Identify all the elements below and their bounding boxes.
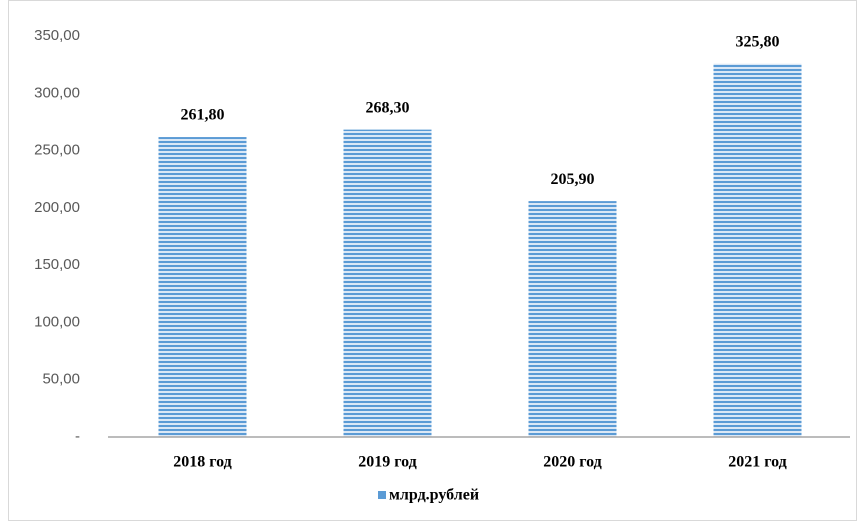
bar bbox=[528, 201, 617, 437]
x-tick-label: 2018 год bbox=[173, 454, 232, 471]
data-label: 261,80 bbox=[181, 107, 225, 124]
y-tick-label: 300,00 bbox=[34, 84, 80, 101]
y-tick-label: 250,00 bbox=[34, 142, 80, 159]
legend-label: млрд.рублей bbox=[389, 487, 479, 504]
x-tick-label: 2020 год bbox=[543, 454, 602, 471]
data-label: 205,90 bbox=[551, 171, 595, 188]
bar bbox=[158, 137, 247, 437]
y-tick-label: 150,00 bbox=[34, 256, 80, 273]
y-tick-label: 350,00 bbox=[34, 27, 80, 44]
data-label: 268,30 bbox=[366, 99, 410, 116]
y-tick-label: - bbox=[75, 428, 80, 445]
bar bbox=[343, 129, 432, 437]
x-tick-label: 2019 год bbox=[358, 454, 417, 471]
bar bbox=[713, 63, 802, 437]
y-tick-label: 50,00 bbox=[42, 371, 80, 388]
x-tick-label: 2021 год bbox=[728, 454, 787, 471]
data-label: 325,80 bbox=[736, 33, 780, 50]
y-tick-label: 200,00 bbox=[34, 199, 80, 216]
chart-frame bbox=[8, 0, 857, 521]
y-tick-label: 100,00 bbox=[34, 313, 80, 330]
legend-swatch bbox=[378, 491, 386, 499]
